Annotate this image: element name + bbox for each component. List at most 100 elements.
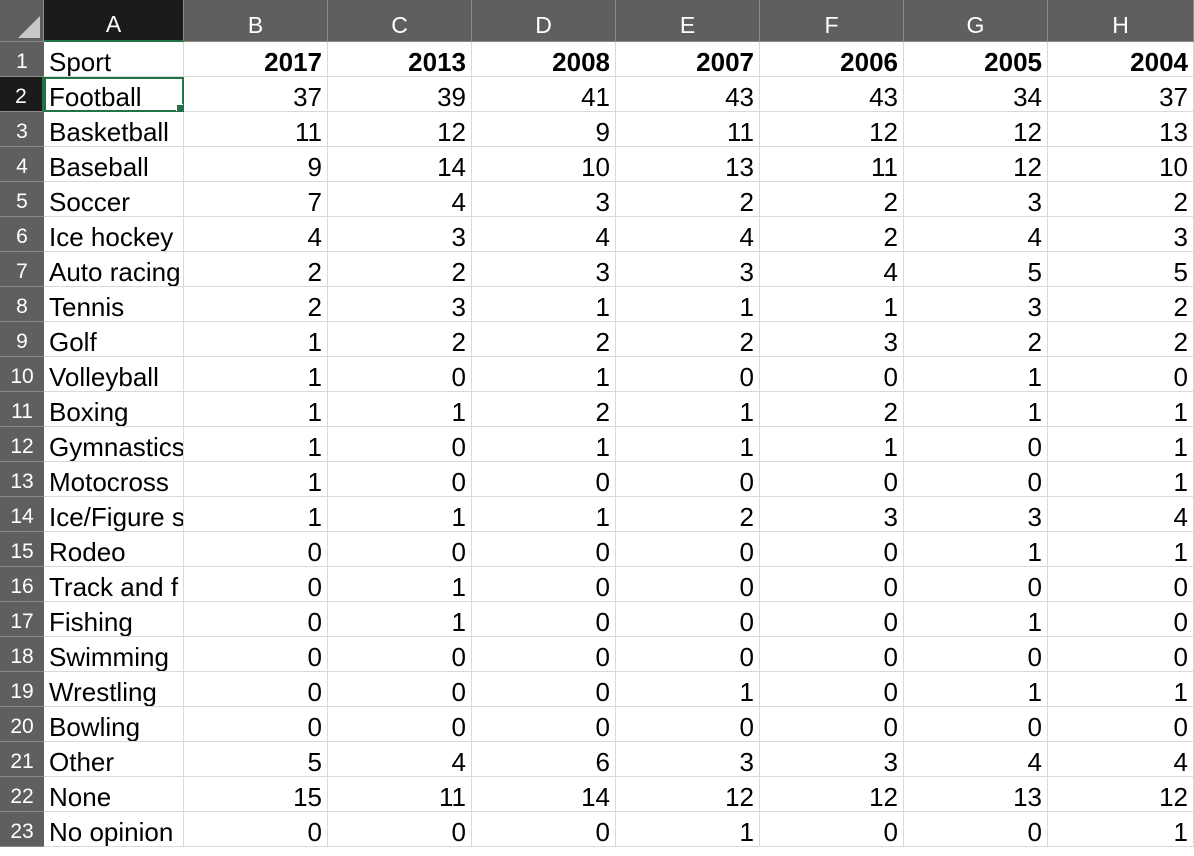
- cell-a13[interactable]: Motocross: [44, 462, 184, 497]
- cell-d1[interactable]: 2008: [472, 42, 616, 77]
- cell-a23[interactable]: No opinion: [44, 812, 184, 847]
- cell-b15[interactable]: 0: [184, 532, 328, 567]
- cell-f13[interactable]: 0: [760, 462, 904, 497]
- cell-h14[interactable]: 4: [1048, 497, 1194, 532]
- cell-c17[interactable]: 1: [328, 602, 472, 637]
- cell-a16[interactable]: Track and f: [44, 567, 184, 602]
- cell-b7[interactable]: 2: [184, 252, 328, 287]
- cell-g16[interactable]: 0: [904, 567, 1048, 602]
- cell-a19[interactable]: Wrestling: [44, 672, 184, 707]
- cell-f6[interactable]: 2: [760, 217, 904, 252]
- cell-a14[interactable]: Ice/Figure s: [44, 497, 184, 532]
- cell-a2[interactable]: Football: [44, 77, 184, 112]
- row-header-23[interactable]: 23: [0, 812, 44, 847]
- cell-d10[interactable]: 1: [472, 357, 616, 392]
- cell-c7[interactable]: 2: [328, 252, 472, 287]
- cell-g11[interactable]: 1: [904, 392, 1048, 427]
- cell-c13[interactable]: 0: [328, 462, 472, 497]
- row-header-12[interactable]: 12: [0, 427, 44, 462]
- cell-h3[interactable]: 13: [1048, 112, 1194, 147]
- cell-e9[interactable]: 2: [616, 322, 760, 357]
- cell-d16[interactable]: 0: [472, 567, 616, 602]
- cell-g3[interactable]: 12: [904, 112, 1048, 147]
- row-header-22[interactable]: 22: [0, 777, 44, 812]
- cell-e4[interactable]: 13: [616, 147, 760, 182]
- row-header-10[interactable]: 10: [0, 357, 44, 392]
- cell-b18[interactable]: 0: [184, 637, 328, 672]
- row-header-7[interactable]: 7: [0, 252, 44, 287]
- cell-e16[interactable]: 0: [616, 567, 760, 602]
- cell-a10[interactable]: Volleyball: [44, 357, 184, 392]
- cell-d6[interactable]: 4: [472, 217, 616, 252]
- cell-c15[interactable]: 0: [328, 532, 472, 567]
- cell-h9[interactable]: 2: [1048, 322, 1194, 357]
- cell-c21[interactable]: 4: [328, 742, 472, 777]
- cell-b8[interactable]: 2: [184, 287, 328, 322]
- cell-e3[interactable]: 11: [616, 112, 760, 147]
- cell-h17[interactable]: 0: [1048, 602, 1194, 637]
- cell-e23[interactable]: 1: [616, 812, 760, 847]
- cell-b21[interactable]: 5: [184, 742, 328, 777]
- cell-g23[interactable]: 0: [904, 812, 1048, 847]
- cell-g14[interactable]: 3: [904, 497, 1048, 532]
- cell-f8[interactable]: 1: [760, 287, 904, 322]
- cell-f18[interactable]: 0: [760, 637, 904, 672]
- cell-b5[interactable]: 7: [184, 182, 328, 217]
- cell-e8[interactable]: 1: [616, 287, 760, 322]
- column-header-b[interactable]: B: [184, 0, 328, 42]
- cell-g20[interactable]: 0: [904, 707, 1048, 742]
- cell-d3[interactable]: 9: [472, 112, 616, 147]
- cell-g4[interactable]: 12: [904, 147, 1048, 182]
- cell-e20[interactable]: 0: [616, 707, 760, 742]
- cell-c9[interactable]: 2: [328, 322, 472, 357]
- cell-g21[interactable]: 4: [904, 742, 1048, 777]
- cell-f21[interactable]: 3: [760, 742, 904, 777]
- cell-g9[interactable]: 2: [904, 322, 1048, 357]
- cell-c5[interactable]: 4: [328, 182, 472, 217]
- cell-g13[interactable]: 0: [904, 462, 1048, 497]
- cell-d7[interactable]: 3: [472, 252, 616, 287]
- cell-a21[interactable]: Other: [44, 742, 184, 777]
- cell-a1[interactable]: Sport: [44, 42, 184, 77]
- cell-h6[interactable]: 3: [1048, 217, 1194, 252]
- cell-g7[interactable]: 5: [904, 252, 1048, 287]
- cell-g5[interactable]: 3: [904, 182, 1048, 217]
- cell-f23[interactable]: 0: [760, 812, 904, 847]
- cell-a8[interactable]: Tennis: [44, 287, 184, 322]
- cell-a9[interactable]: Golf: [44, 322, 184, 357]
- cell-f7[interactable]: 4: [760, 252, 904, 287]
- cell-b9[interactable]: 1: [184, 322, 328, 357]
- cell-f11[interactable]: 2: [760, 392, 904, 427]
- cell-g19[interactable]: 1: [904, 672, 1048, 707]
- cell-h4[interactable]: 10: [1048, 147, 1194, 182]
- cell-c3[interactable]: 12: [328, 112, 472, 147]
- cell-g2[interactable]: 34: [904, 77, 1048, 112]
- cell-d5[interactable]: 3: [472, 182, 616, 217]
- cell-c10[interactable]: 0: [328, 357, 472, 392]
- cell-d12[interactable]: 1: [472, 427, 616, 462]
- cell-c12[interactable]: 0: [328, 427, 472, 462]
- cell-a11[interactable]: Boxing: [44, 392, 184, 427]
- cell-h1[interactable]: 2004: [1048, 42, 1194, 77]
- row-header-8[interactable]: 8: [0, 287, 44, 322]
- cell-f10[interactable]: 0: [760, 357, 904, 392]
- cell-c2[interactable]: 39: [328, 77, 472, 112]
- cell-h22[interactable]: 12: [1048, 777, 1194, 812]
- cell-h13[interactable]: 1: [1048, 462, 1194, 497]
- cell-e7[interactable]: 3: [616, 252, 760, 287]
- row-header-21[interactable]: 21: [0, 742, 44, 777]
- cell-b23[interactable]: 0: [184, 812, 328, 847]
- row-header-6[interactable]: 6: [0, 217, 44, 252]
- cell-c14[interactable]: 1: [328, 497, 472, 532]
- column-header-c[interactable]: C: [328, 0, 472, 42]
- cell-e15[interactable]: 0: [616, 532, 760, 567]
- row-header-14[interactable]: 14: [0, 497, 44, 532]
- cell-e5[interactable]: 2: [616, 182, 760, 217]
- cell-c8[interactable]: 3: [328, 287, 472, 322]
- cell-a18[interactable]: Swimming: [44, 637, 184, 672]
- row-header-11[interactable]: 11: [0, 392, 44, 427]
- cell-b16[interactable]: 0: [184, 567, 328, 602]
- cell-e10[interactable]: 0: [616, 357, 760, 392]
- cell-e17[interactable]: 0: [616, 602, 760, 637]
- cell-d23[interactable]: 0: [472, 812, 616, 847]
